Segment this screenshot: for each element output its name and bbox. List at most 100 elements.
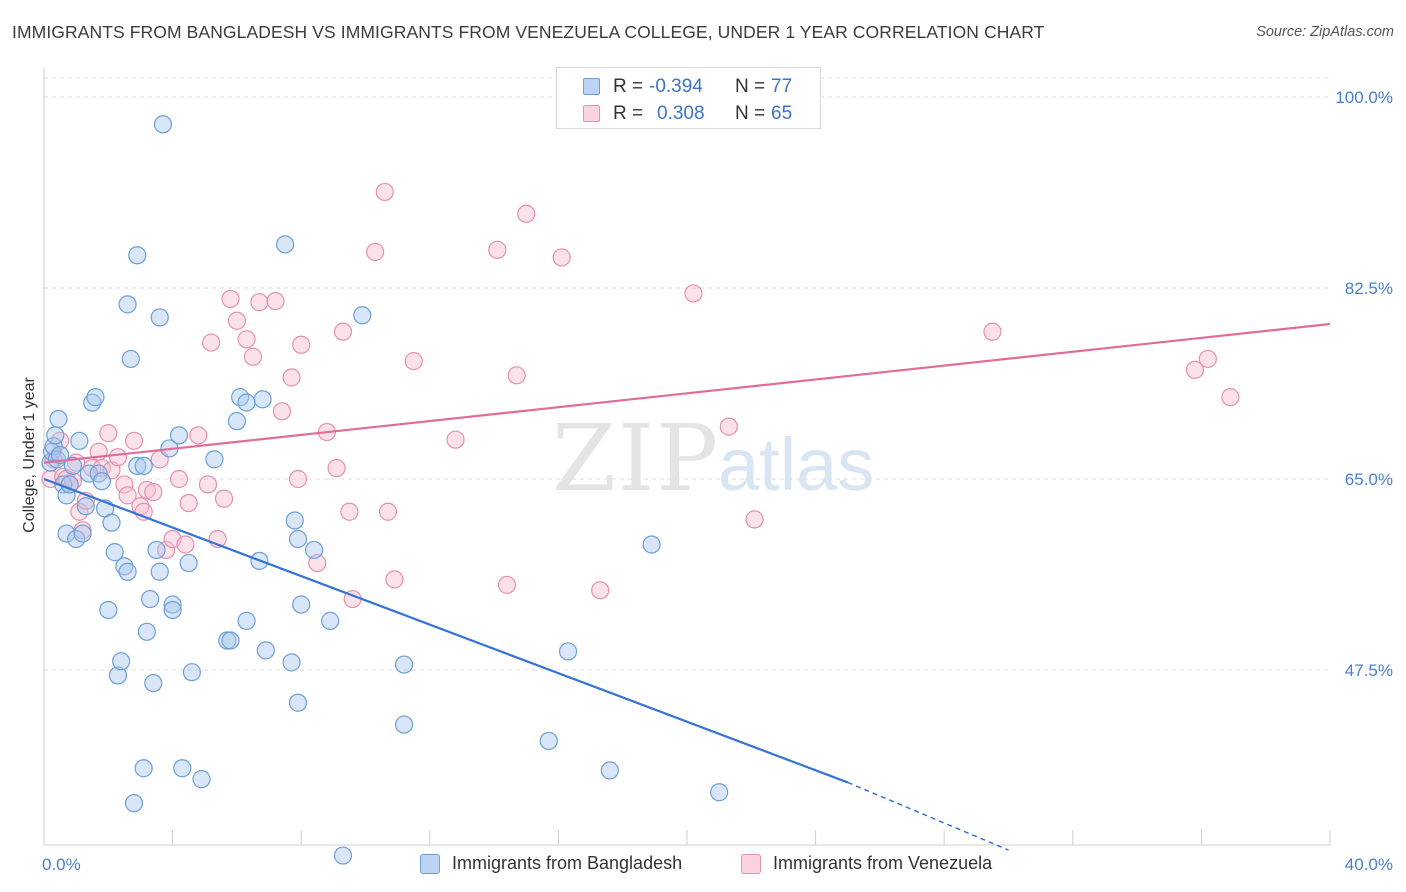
- y-axis-label: College, Under 1 year: [21, 377, 38, 533]
- venezuela-point: [179, 493, 198, 513]
- legend-swatch-blue: [583, 78, 600, 95]
- venezuela-point: [169, 469, 189, 489]
- bangladesh-point: [112, 652, 131, 671]
- venezuela-point: [118, 486, 137, 505]
- venezuela-point: [497, 575, 517, 594]
- venezuela-point: [552, 248, 571, 267]
- bangladesh-point: [102, 513, 121, 532]
- bangladesh-point: [115, 557, 134, 576]
- venezuela-point: [745, 510, 764, 529]
- venezuela-point: [227, 311, 246, 330]
- venezuela-point: [176, 535, 195, 554]
- bangladesh-point: [227, 412, 246, 431]
- venezuela-point: [488, 240, 507, 259]
- bangladesh-point: [285, 511, 304, 530]
- y-tick-label: 100.0%: [1335, 88, 1393, 107]
- bangladesh-point: [173, 759, 192, 778]
- legend-swatch-pink: [583, 105, 600, 122]
- venezuela-point: [288, 469, 308, 489]
- bangladesh-point: [134, 759, 153, 778]
- watermark-atlas: atlas: [718, 423, 874, 506]
- bangladesh-point: [49, 409, 68, 429]
- x-tick-label: 0.0%: [42, 855, 81, 874]
- bangladesh-point: [642, 535, 661, 554]
- bangladesh-point: [353, 306, 372, 325]
- bangladesh-trend-line: [43, 477, 849, 784]
- venezuela-points: [41, 182, 1240, 609]
- bangladesh-point: [50, 445, 70, 465]
- bangladesh-point: [140, 589, 160, 609]
- bangladesh-point: [288, 693, 308, 712]
- bangladesh-points: [41, 115, 729, 865]
- chart-title: IMMIGRANTS FROM BANGLADESH VS IMMIGRANTS…: [12, 22, 1045, 42]
- venezuela-point: [404, 352, 423, 371]
- venezuela-point: [591, 581, 610, 600]
- venezuela-point: [366, 242, 385, 262]
- bangladesh-point: [192, 770, 211, 789]
- series-label-bangladesh: Immigrants from Bangladesh: [452, 853, 683, 873]
- bangladesh-point: [128, 246, 147, 265]
- venezuela-point: [108, 448, 128, 467]
- bangladesh-point: [600, 761, 619, 780]
- bangladesh-point: [539, 731, 558, 751]
- bangladesh-point: [221, 631, 240, 650]
- bangladesh-point: [321, 611, 340, 630]
- venezuela-point: [375, 182, 394, 202]
- venezuela-point: [385, 570, 404, 589]
- bangladesh-point: [121, 349, 140, 369]
- watermark-zip: ZIP: [552, 405, 720, 512]
- bangladesh-point: [253, 390, 272, 409]
- legend-n-value-bangladesh: 77: [771, 76, 793, 97]
- bangladesh-point: [128, 456, 147, 476]
- venezuela-point: [446, 430, 465, 449]
- series-swatch-pink: [741, 854, 761, 874]
- venezuela-point: [333, 322, 353, 341]
- venezuela-point: [340, 502, 359, 521]
- venezuela-point: [378, 502, 398, 521]
- bangladesh-point: [153, 115, 173, 134]
- venezuela-trend-line: [43, 322, 1331, 464]
- bangladesh-point: [150, 562, 169, 581]
- venezuela-point: [684, 284, 703, 303]
- bangladesh-point: [105, 543, 124, 562]
- venezuela-point: [198, 475, 218, 494]
- venezuela-point: [124, 431, 144, 450]
- venezuela-point: [202, 333, 221, 352]
- bangladesh-point: [205, 450, 224, 469]
- bangladesh-point: [394, 715, 414, 734]
- bangladesh-point: [99, 600, 118, 620]
- venezuela-point: [1185, 360, 1205, 379]
- bangladesh-point: [288, 529, 308, 549]
- bangladesh-trend-extension: [847, 781, 1009, 851]
- venezuela-point: [250, 293, 269, 312]
- x-tick-label: 40.0%: [1345, 855, 1393, 874]
- venezuela-point: [1198, 349, 1217, 369]
- legend-row-bangladesh: R = -0.394 N = 77: [557, 74, 820, 100]
- bangladesh-point: [92, 472, 111, 491]
- bangladesh-point: [292, 595, 311, 614]
- bangladesh-point: [256, 641, 275, 660]
- venezuela-point: [266, 291, 285, 311]
- watermark: ZIP atlas: [552, 405, 874, 512]
- venezuela-point: [243, 347, 263, 366]
- bangladesh-point: [182, 663, 201, 682]
- bangladesh-point: [73, 524, 92, 543]
- tick-labels: 47.5% 65.0% 82.5% 100.0% 0.0% 40.0%: [42, 88, 1393, 874]
- venezuela-point: [327, 458, 346, 478]
- bangladesh-point: [86, 388, 105, 407]
- y-tick-label: 82.5%: [1345, 279, 1393, 298]
- venezuela-point: [282, 368, 301, 387]
- bangladesh-point: [144, 673, 163, 693]
- venezuela-point: [272, 402, 292, 421]
- venezuela-point: [237, 330, 256, 349]
- trend-lines: [43, 322, 1331, 851]
- legend-r-value-venezuela: 0.308: [657, 103, 705, 124]
- bangladesh-point: [108, 666, 128, 685]
- bangladesh-point: [710, 783, 729, 802]
- bangladesh-point: [150, 308, 169, 327]
- bangladesh-point: [163, 595, 182, 614]
- venezuela-point: [115, 475, 134, 494]
- venezuela-point: [189, 426, 208, 445]
- legend-n-label: N =: [735, 103, 766, 124]
